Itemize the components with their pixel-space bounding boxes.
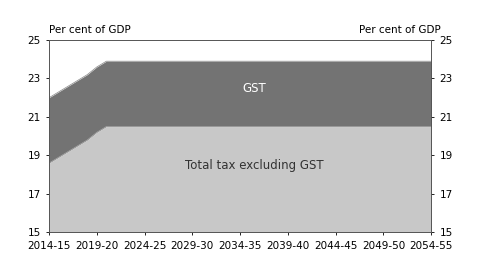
Text: GST: GST [243, 82, 266, 95]
Text: Per cent of GDP: Per cent of GDP [49, 25, 131, 35]
Text: Total tax excluding GST: Total tax excluding GST [185, 159, 324, 171]
Text: Per cent of GDP: Per cent of GDP [359, 25, 441, 35]
